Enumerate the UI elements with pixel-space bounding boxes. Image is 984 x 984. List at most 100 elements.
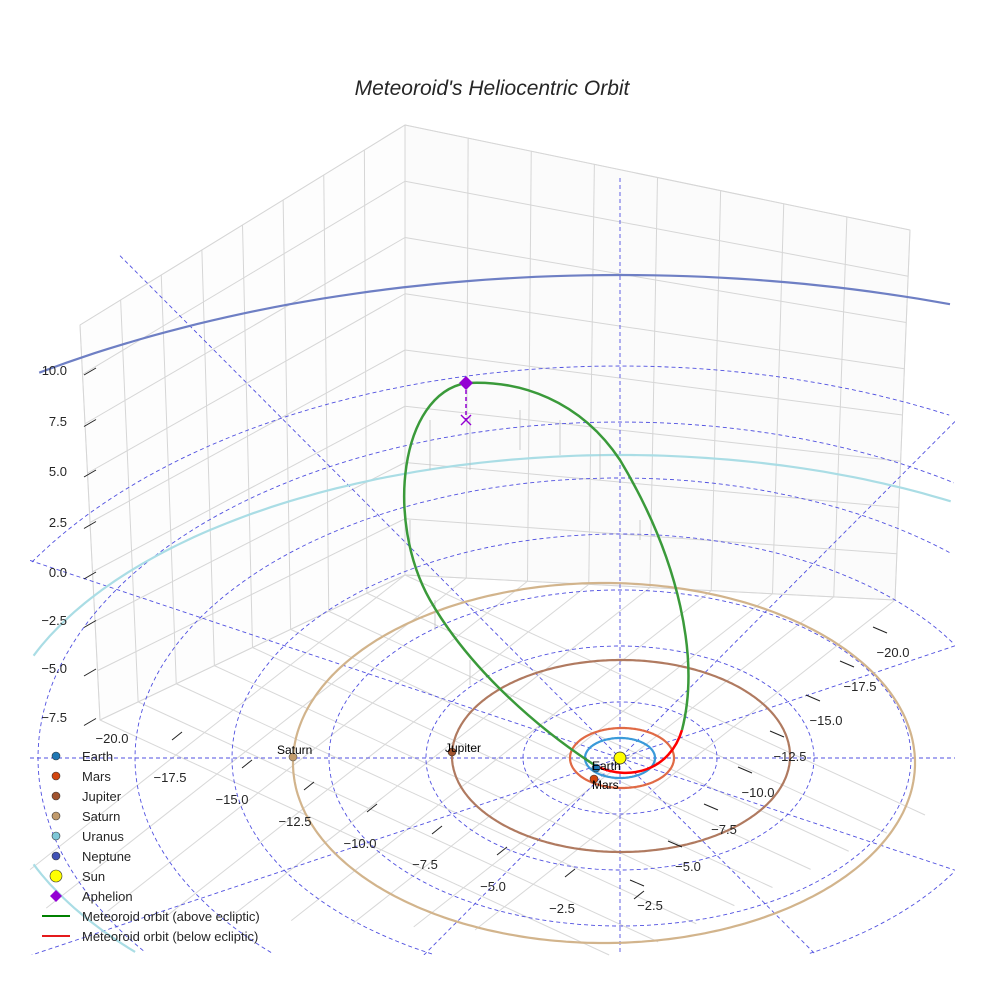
legend-label: Jupiter [82,789,122,804]
grid-circle [134,477,952,953]
z-tick-label: 10.0 [42,363,67,378]
z-tick-label: −2.5 [41,613,67,628]
grid-circle [328,589,912,927]
planet-orbits [32,273,952,953]
z-tick-label: 7.5 [49,414,67,429]
floor-grid-line [352,593,773,925]
pane-grid-line [710,190,722,591]
aphelion-projection-marker [460,414,472,426]
x-tick-label: −5.0 [480,879,506,894]
z-tick-mark [83,521,97,529]
y-tick-mark [872,626,888,634]
legend-label: Meteoroid orbit (below ecliptic) [82,929,258,944]
legend-label: Sun [82,869,105,884]
legend-label: Earth [82,749,113,764]
axis-ticks: 10.0 7.5 5.0 2.5 0.0 −2.5 −5.0 −7.5 −20.0 −17.5 −1… [41,363,909,916]
jupiter-label: Jupiter [445,741,481,755]
x-tick-label: −15.0 [216,792,249,807]
uranus-orbit [32,863,136,953]
floor-grid-line [137,701,659,943]
y-tick-mark [737,766,753,774]
grid-circle [37,421,954,952]
x-tick-mark [241,759,253,769]
z-tick-mark [83,620,97,628]
legend-label: Aphelion [82,889,133,904]
z-tick-label: 2.5 [49,515,67,530]
grid-radial-line [119,255,817,955]
x-tick-label: −12.5 [279,814,312,829]
legend-label: Meteoroid orbit (above ecliptic) [82,909,260,924]
x-tick-label: −2.5 [549,901,575,916]
legend-label: Uranus [82,829,124,844]
pane-grid-line [94,462,406,622]
legend-marker-sun [49,869,63,883]
y-tick-mark [667,840,683,848]
mars-label: Mars [592,778,619,792]
earth-marker [591,763,601,773]
y-tick-mark [629,879,645,887]
floor-grid-line [404,574,926,816]
x-tick-label: −7.5 [412,857,438,872]
y-tick-label: −7.5 [711,822,737,837]
y-tick-label: −10.0 [742,785,775,800]
chart-title: Meteoroid's Heliocentric Orbit [355,77,631,100]
z-tick-mark [83,571,97,580]
floor-grid-line [99,719,610,956]
z-tick-label: −7.5 [41,710,67,725]
jupiter-marker [447,747,457,757]
neptune-orbit [38,273,951,374]
pane-grid-line [323,174,330,612]
y-tick-label: −15.0 [810,713,843,728]
mars-marker [589,774,599,784]
saturn-orbit [291,581,917,945]
pane-grid-line [404,518,897,555]
legend-marker-saturn [51,811,61,821]
y-tick-label: −17.5 [844,679,877,694]
mars-orbit [568,726,676,790]
pane-grid-line [772,203,785,594]
pane-grid-line [89,349,406,523]
pane-grid-line [363,149,368,594]
legend-label: Mars [82,769,111,784]
pane-grid-line [92,405,406,573]
left-pane [79,124,406,721]
y-tick-mark [769,730,785,738]
y-tick-mark [805,694,821,702]
z-tick-mark [83,367,97,376]
grid-radial-line [31,645,955,955]
legend-marker-uranus [51,831,61,841]
pane-grid-line [404,349,903,416]
grid-circle [31,365,950,563]
floor-grid-line [176,683,697,925]
pane-grid-line [833,216,848,597]
z-tick-mark [83,718,97,726]
pane-grid-line [404,462,899,508]
z-tick-label: 5.0 [49,464,67,479]
floor-grid-line [107,580,528,912]
legend-marker-earth [51,751,61,761]
orbit-below-ecliptic [595,729,684,774]
y-tick-label: −2.5 [637,898,663,913]
axis-panes [29,124,926,956]
pane-grid-line [404,405,901,462]
x-tick-mark [171,731,183,741]
aphelion-marker [459,376,473,390]
floor-grid-line [214,665,735,907]
x-tick-mark [366,803,378,813]
y-tick-mark [703,803,719,811]
ecliptic-polar-grid [30,178,955,955]
x-tick-mark [633,890,645,900]
z-tick-mark [83,469,97,478]
x-tick-mark [303,781,315,791]
x-tick-mark [431,825,443,835]
x-tick-mark [564,868,576,878]
floor-grid-line [290,590,712,922]
sun-marker [613,751,627,765]
legend-marker-mars [51,771,61,781]
floor-grid-line [474,599,896,931]
z-tick-label: 0.0 [49,565,67,580]
z-tick-mark [83,419,97,427]
x-tick-label: −20.0 [96,731,129,746]
